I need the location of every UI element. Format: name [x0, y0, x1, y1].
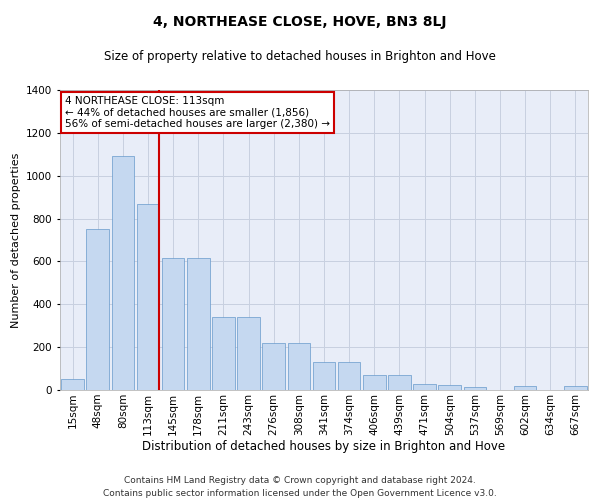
Bar: [137, 204, 160, 390]
Text: Contains public sector information licensed under the Open Government Licence v3: Contains public sector information licen…: [103, 488, 497, 498]
Bar: [464, 387, 486, 390]
X-axis label: Distribution of detached houses by size in Brighton and Hove: Distribution of detached houses by size …: [142, 440, 506, 454]
Text: Size of property relative to detached houses in Brighton and Hove: Size of property relative to detached ho…: [104, 50, 496, 63]
Text: Contains HM Land Registry data © Crown copyright and database right 2024.: Contains HM Land Registry data © Crown c…: [124, 476, 476, 485]
Bar: [363, 376, 386, 390]
Y-axis label: Number of detached properties: Number of detached properties: [11, 152, 20, 328]
Text: 4 NORTHEASE CLOSE: 113sqm
← 44% of detached houses are smaller (1,856)
56% of se: 4 NORTHEASE CLOSE: 113sqm ← 44% of detac…: [65, 96, 330, 129]
Bar: [439, 384, 461, 390]
Bar: [86, 230, 109, 390]
Bar: [287, 343, 310, 390]
Bar: [313, 362, 335, 390]
Bar: [514, 386, 536, 390]
Bar: [338, 362, 361, 390]
Bar: [564, 386, 587, 390]
Bar: [237, 317, 260, 390]
Bar: [187, 258, 209, 390]
Bar: [388, 376, 411, 390]
Text: 4, NORTHEASE CLOSE, HOVE, BN3 8LJ: 4, NORTHEASE CLOSE, HOVE, BN3 8LJ: [153, 15, 447, 29]
Bar: [61, 380, 84, 390]
Bar: [112, 156, 134, 390]
Bar: [413, 384, 436, 390]
Bar: [162, 258, 184, 390]
Bar: [212, 317, 235, 390]
Bar: [262, 343, 285, 390]
